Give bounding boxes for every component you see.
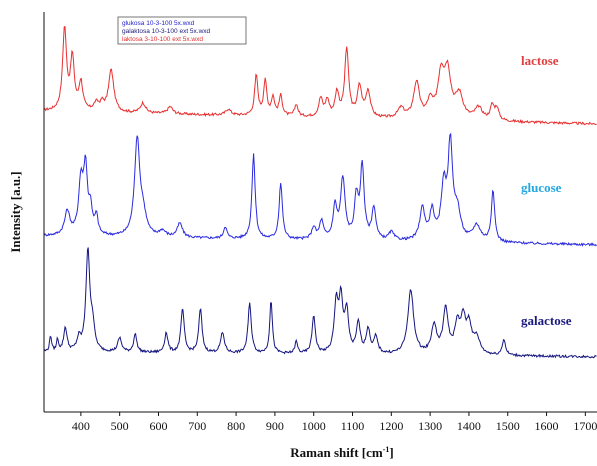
x-tick-label: 1500	[496, 419, 520, 433]
series-line-galactose	[43, 247, 597, 359]
x-axis-title-main: Raman shift [cm	[290, 445, 383, 460]
series-label-layer: lactose glucose galactose	[521, 53, 572, 328]
legend-entry: laktosa 3-10-100 ext 5x.wxd	[122, 36, 203, 43]
x-axis-ticks: 400 500 600 700 800 900 1000 1100 1200 1300 1400 15…	[72, 412, 597, 433]
x-tick-label: 700	[188, 419, 206, 433]
legend-frame	[117, 16, 247, 45]
legend-entry: galaktosa 10-3-100 ext 5x.wxd	[122, 28, 211, 35]
x-tick-label: 1400	[457, 419, 481, 433]
x-tick-label: 1300	[418, 419, 442, 433]
axes: 400 500 600 700 800 900 1000 1100 1200 1300 1400 15…	[43, 12, 597, 433]
x-axis-title: Raman shift [cm-1]	[290, 445, 393, 460]
series-label-galactose: galactose	[521, 313, 572, 328]
x-tick-label: 600	[149, 419, 167, 433]
series-label-glucose: glucose	[521, 180, 562, 195]
y-axis-title: Intensity [a.u.]	[8, 171, 23, 252]
legend-entry: glukosa 10-3-100 5x.wxd	[122, 20, 195, 27]
x-tick-label: 1600	[535, 419, 559, 433]
x-tick-label: 1000	[302, 419, 326, 433]
x-axis-title-superscript: -1	[383, 445, 390, 454]
series-layer	[43, 25, 597, 359]
x-axis-title-close: ]	[389, 445, 393, 460]
x-tick-label: 800	[227, 419, 245, 433]
x-tick-label: 500	[111, 419, 129, 433]
x-tick-label: 1200	[379, 419, 403, 433]
x-tick-label: 900	[266, 419, 284, 433]
series-label-lactose: lactose	[521, 53, 559, 68]
x-tick-label: 1700	[573, 419, 597, 433]
series-line-lactose	[43, 25, 597, 126]
series-line-glucose	[43, 132, 597, 247]
x-tick-label: 400	[72, 419, 90, 433]
x-tick-label: 1100	[341, 419, 365, 433]
